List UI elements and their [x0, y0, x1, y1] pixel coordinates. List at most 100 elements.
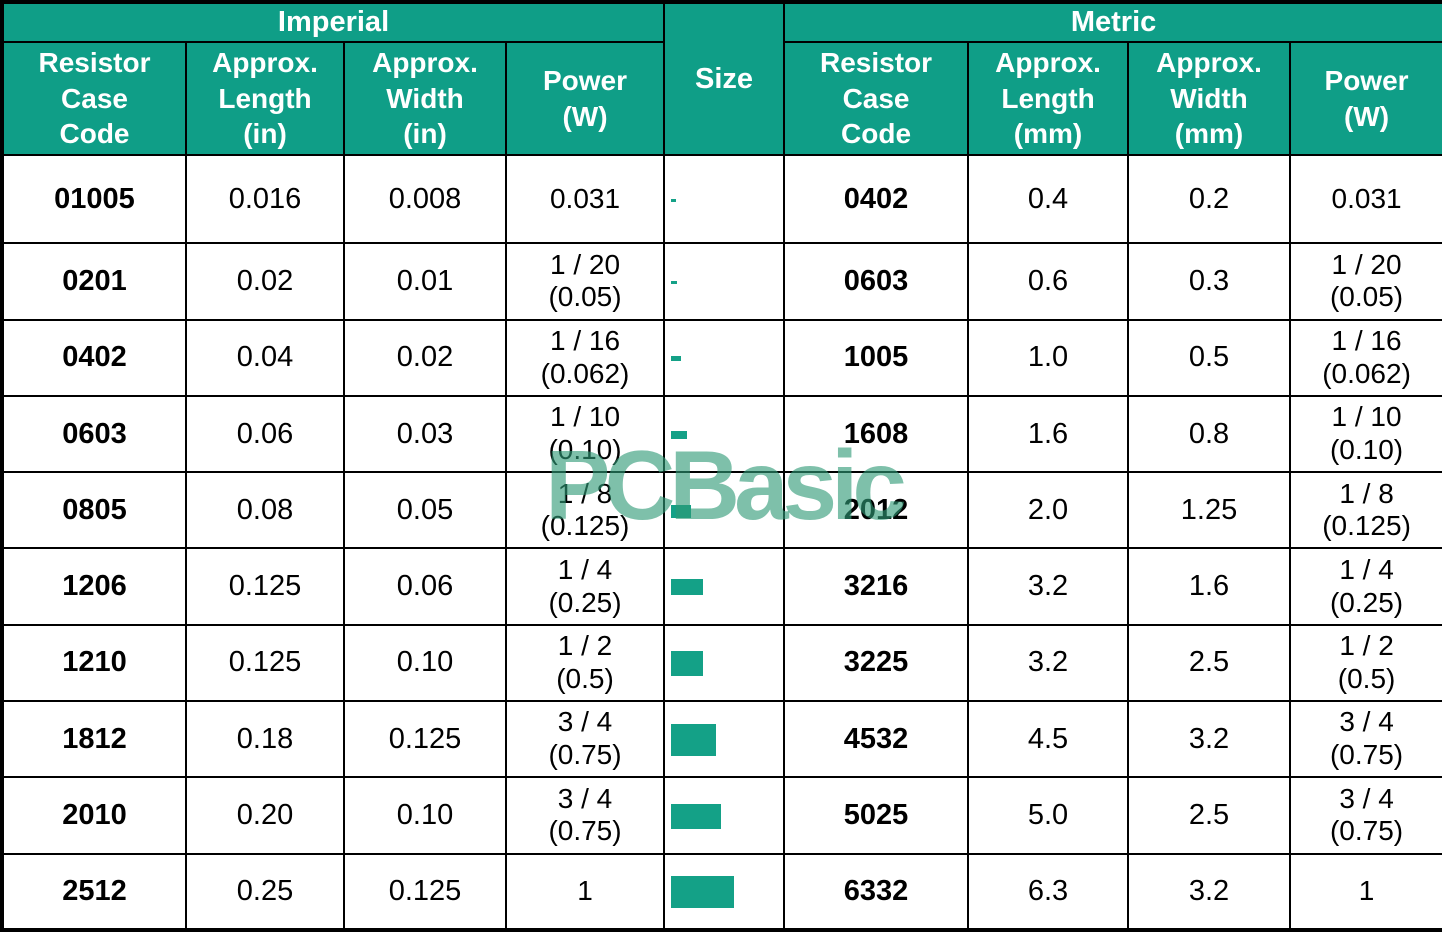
metric-length-cell: 0.6 [967, 242, 1130, 321]
table-header: Imperial Size Metric Resistor Case Code … [0, 1, 1442, 156]
imperial-case-code-cell: 0201 [1, 242, 187, 321]
table-row: 0805 0.08 0.05 1 / 8 (0.125) 2012 2.0 1.25 1 / … [1, 471, 1442, 550]
imperial-length-cell: 0.20 [185, 776, 345, 855]
table-body: 01005 0.016 0.008 0.031 0402 0.4 0.2 0.031 0201 0… [1, 153, 1442, 932]
size-cell [663, 776, 786, 855]
imperial-case-code-cell: 1206 [1, 547, 187, 626]
imperial-length-cell: 0.125 [185, 547, 345, 626]
resistor-size-swatch [671, 280, 678, 284]
metric-case-code-cell: 0603 [783, 242, 970, 321]
metric-power-cell: 1 / 4 (0.25) [1289, 547, 1442, 626]
imperial-width-cell: 0.01 [343, 242, 507, 321]
imperial-length-cell: 0.02 [185, 242, 345, 321]
imperial-length-cell: 0.08 [185, 471, 345, 550]
imperial-power-cell: 1 [504, 852, 666, 932]
resistor-size-swatch [671, 504, 692, 518]
metric-width-cell: 3.2 [1127, 700, 1292, 779]
imperial-length-cell: 0.06 [185, 394, 345, 474]
metric-case-code-cell: 1005 [783, 318, 970, 397]
imperial-power-cell: 3 / 4 (0.75) [504, 700, 666, 779]
imperial-power-cell: 0.031 [504, 153, 666, 245]
imperial-width-cell: 0.10 [343, 776, 507, 855]
metric-length-cell: 4.5 [967, 700, 1130, 779]
size-cell [663, 153, 786, 245]
metric-case-code-cell: 3225 [783, 623, 970, 703]
resistor-size-swatch [671, 803, 722, 829]
table-row: 2512 0.25 0.125 1 6332 6.3 3.2 1 [1, 852, 1442, 932]
section-header-imperial: Imperial [0, 1, 666, 43]
size-cell [663, 700, 786, 779]
imperial-power-cell: 1 / 4 (0.25) [504, 547, 666, 626]
metric-power-cell: 1 / 20 (0.05) [1289, 242, 1442, 321]
metric-width-cell: 1.6 [1127, 547, 1292, 626]
metric-width-cell: 0.2 [1127, 153, 1292, 245]
imperial-case-code-cell: 2512 [1, 852, 187, 932]
imperial-length-cell: 0.18 [185, 700, 345, 779]
resistor-size-swatch [671, 430, 688, 439]
table-row: 2010 0.20 0.10 3 / 4 (0.75) 5025 5.0 2.5 3 / 4 … [1, 776, 1442, 855]
metric-case-code-cell: 6332 [783, 852, 970, 932]
table-row: 0201 0.02 0.01 1 / 20 (0.05) 0603 0.6 0.3 1 / 2… [1, 242, 1442, 321]
imperial-power-cell: 1 / 8 (0.125) [504, 471, 666, 550]
table-row: 1812 0.18 0.125 3 / 4 (0.75) 4532 4.5 3.2 3 / 4… [1, 700, 1442, 779]
imperial-length-cell: 0.016 [185, 153, 345, 245]
metric-power-cell: 0.031 [1289, 153, 1442, 245]
metric-width-cell: 3.2 [1127, 852, 1292, 932]
table-row: 1206 0.125 0.06 1 / 4 (0.25) 3216 3.2 1.6 1 / 4… [1, 547, 1442, 626]
table-row: 01005 0.016 0.008 0.031 0402 0.4 0.2 0.031 [1, 153, 1442, 245]
table-row: 0402 0.04 0.02 1 / 16 (0.062) 1005 1.0 0.5 1 / … [1, 318, 1442, 397]
metric-case-code-cell: 4532 [783, 700, 970, 779]
metric-width-cell: 2.5 [1127, 623, 1292, 703]
metric-width-cell: 0.3 [1127, 242, 1292, 321]
metric-case-code-cell: 1608 [783, 394, 970, 474]
imperial-case-code-cell: 01005 [1, 153, 187, 245]
resistor-size-swatch [671, 651, 704, 677]
resistor-size-swatch [671, 198, 677, 202]
column-header-imperial-length: Approx. Length (in) [185, 41, 345, 156]
section-header-metric: Metric [783, 1, 1442, 43]
column-header-metric-width: Approx. Width (mm) [1127, 41, 1292, 156]
imperial-length-cell: 0.25 [185, 852, 345, 932]
imperial-width-cell: 0.125 [343, 700, 507, 779]
metric-width-cell: 0.5 [1127, 318, 1292, 397]
metric-width-cell: 1.25 [1127, 471, 1292, 550]
size-cell [663, 623, 786, 703]
imperial-width-cell: 0.10 [343, 623, 507, 703]
imperial-case-code-cell: 1210 [1, 623, 187, 703]
metric-length-cell: 0.4 [967, 153, 1130, 245]
metric-power-cell: 1 / 10 (0.10) [1289, 394, 1442, 474]
size-cell [663, 547, 786, 626]
column-header-metric-case-code: Resistor Case Code [783, 41, 970, 156]
column-header-imperial-power: Power (W) [504, 41, 666, 156]
metric-case-code-cell: 2012 [783, 471, 970, 550]
resistor-size-swatch [671, 723, 717, 756]
metric-length-cell: 3.2 [967, 547, 1130, 626]
imperial-width-cell: 0.02 [343, 318, 507, 397]
imperial-power-cell: 1 / 20 (0.05) [504, 242, 666, 321]
imperial-power-cell: 3 / 4 (0.75) [504, 776, 666, 855]
imperial-case-code-cell: 2010 [1, 776, 187, 855]
metric-power-cell: 1 / 2 (0.5) [1289, 623, 1442, 703]
metric-length-cell: 1.0 [967, 318, 1130, 397]
imperial-width-cell: 0.05 [343, 471, 507, 550]
imperial-power-cell: 1 / 16 (0.062) [504, 318, 666, 397]
size-cell [663, 852, 786, 932]
imperial-power-cell: 1 / 2 (0.5) [504, 623, 666, 703]
metric-power-cell: 1 [1289, 852, 1442, 932]
imperial-length-cell: 0.04 [185, 318, 345, 397]
column-header-imperial-width: Approx. Width (in) [343, 41, 507, 156]
imperial-power-cell: 1 / 10 (0.10) [504, 394, 666, 474]
size-cell [663, 394, 786, 474]
table-row: 0603 0.06 0.03 1 / 10 (0.10) 1608 1.6 0.8 1 / 1… [1, 394, 1442, 474]
table-row: 1210 0.125 0.10 1 / 2 (0.5) 3225 3.2 2.5 1 / 2 … [1, 623, 1442, 703]
metric-power-cell: 1 / 8 (0.125) [1289, 471, 1442, 550]
imperial-case-code-cell: 0603 [1, 394, 187, 474]
metric-length-cell: 3.2 [967, 623, 1130, 703]
size-cell [663, 471, 786, 550]
column-header-metric-length: Approx. Length (mm) [967, 41, 1130, 156]
imperial-case-code-cell: 0402 [1, 318, 187, 397]
imperial-case-code-cell: 0805 [1, 471, 187, 550]
imperial-length-cell: 0.125 [185, 623, 345, 703]
